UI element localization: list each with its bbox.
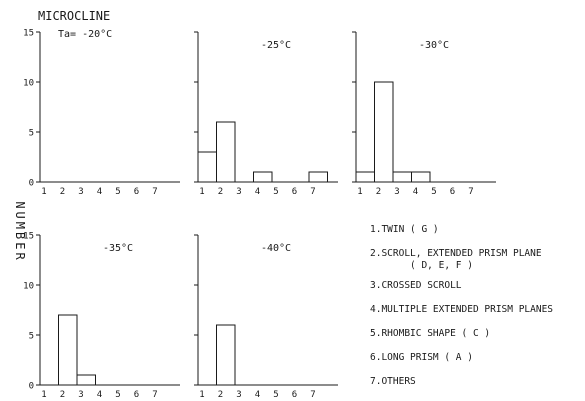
- x-tick-label: 2: [218, 187, 223, 197]
- x-tick-label: 4: [413, 187, 418, 197]
- x-tick-label: 6: [134, 187, 139, 197]
- y-tick-label: 10: [23, 282, 34, 292]
- panel-temperature-label: -40°C: [261, 243, 291, 254]
- legend-item-4: 4.MULTIPLE EXTENDED PRISM PLANES: [370, 304, 553, 315]
- bar-4: [254, 172, 273, 182]
- x-tick-label: 5: [273, 390, 278, 400]
- legend-item-7: 7.OTHERS: [370, 376, 416, 387]
- x-tick-label: 5: [273, 187, 278, 197]
- x-tick-label: 1: [357, 187, 362, 197]
- bar-4: [412, 172, 431, 182]
- bar-3: [77, 375, 96, 385]
- bar-2: [217, 325, 236, 385]
- x-tick-label: 3: [236, 390, 241, 400]
- panel-temperature-label: -35°C: [103, 243, 133, 254]
- panel-5: 1 2 3 4 5 6 7 -40°C: [194, 235, 338, 400]
- x-tick-label: 3: [236, 187, 241, 197]
- x-tick-label: 4: [255, 187, 260, 197]
- x-tick-label: 6: [134, 390, 139, 400]
- x-tick-label: 7: [468, 187, 473, 197]
- bar-2: [375, 82, 394, 182]
- x-tick-label: 7: [152, 390, 157, 400]
- x-tick-label: 3: [394, 187, 399, 197]
- bar-1: [198, 152, 217, 182]
- panel-4: 0 5 10 15 1 2 3 4 5 6 7 -35°C: [23, 232, 180, 401]
- panel-temperature-label: -30°C: [419, 40, 449, 51]
- panel-temperature-label: -25°C: [261, 40, 291, 51]
- legend-item-1: 1.TWIN ( G ): [370, 224, 439, 235]
- x-tick-label: 4: [97, 390, 102, 400]
- x-tick-label: 5: [115, 390, 120, 400]
- y-tick-label: 15: [23, 232, 34, 242]
- x-tick-label: 6: [292, 390, 297, 400]
- panel-3: 1 2 3 4 5 6 7 -30°C: [352, 32, 496, 197]
- x-tick-label: 1: [199, 390, 204, 400]
- y-tick-label: 5: [29, 332, 34, 342]
- figure-title: MICROCLINE: [38, 9, 110, 23]
- bar-2: [217, 122, 236, 182]
- bar-1: [356, 172, 375, 182]
- x-tick-label: 7: [310, 187, 315, 197]
- x-tick-label: 4: [97, 187, 102, 197]
- legend-item-6: 6.LONG PRISM ( A ): [370, 352, 473, 363]
- x-tick-label: 6: [292, 187, 297, 197]
- x-tick-label: 7: [152, 187, 157, 197]
- x-tick-label: 2: [60, 390, 65, 400]
- x-tick-label: 2: [218, 390, 223, 400]
- x-tick-label: 3: [78, 390, 83, 400]
- y-tick-label: 10: [23, 79, 34, 89]
- x-tick-label: 3: [78, 187, 83, 197]
- x-tick-label: 5: [431, 187, 436, 197]
- x-tick-label: 1: [41, 187, 46, 197]
- y-tick-label: 15: [23, 29, 34, 39]
- x-tick-label: 1: [41, 390, 46, 400]
- x-tick-label: 1: [199, 187, 204, 197]
- bar-3: [393, 172, 412, 182]
- x-tick-label: 7: [310, 390, 315, 400]
- legend-item-2-sub: ( D, E, F ): [410, 260, 473, 271]
- legend-item-5: 5.RHOMBIC SHAPE ( C ): [370, 328, 490, 339]
- x-tick-label: 2: [376, 187, 381, 197]
- x-tick-label: 5: [115, 187, 120, 197]
- bar-7: [309, 172, 328, 182]
- x-tick-label: 6: [450, 187, 455, 197]
- ambient-temperature-label: Ta= -20°C: [58, 29, 112, 40]
- y-tick-label: 5: [29, 129, 34, 139]
- x-tick-label: 4: [255, 390, 260, 400]
- y-tick-label: 0: [29, 179, 34, 189]
- x-tick-label: 2: [60, 187, 65, 197]
- bar-2: [59, 315, 78, 385]
- panel-2: 1 2 3 4 5 6 7 -25°C: [194, 32, 338, 197]
- legend-item-2: 2.SCROLL, EXTENDED PRISM PLANE: [370, 248, 542, 259]
- legend-item-3: 3.CROSSED SCROLL: [370, 280, 462, 291]
- y-tick-label: 0: [29, 382, 34, 392]
- panel-1: 0 5 10 15 1 2 3 4 5 6 7 Ta= -20°C: [23, 29, 180, 198]
